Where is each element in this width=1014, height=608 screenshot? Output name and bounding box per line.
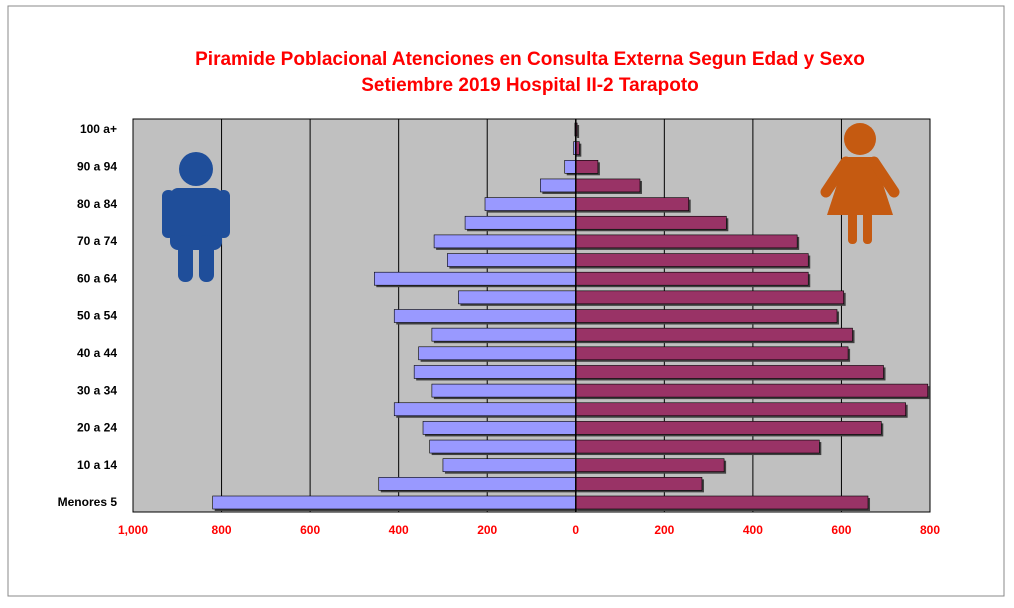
bar — [540, 178, 577, 193]
male-icon — [162, 152, 230, 282]
bar — [575, 383, 929, 398]
bar — [575, 365, 884, 379]
y-tick-label: 40 a 44 — [77, 346, 117, 360]
bar — [575, 215, 727, 230]
x-tick-label: 400 — [389, 523, 409, 537]
x-tick-label: 600 — [300, 523, 320, 537]
bar — [575, 234, 798, 249]
bar — [212, 495, 577, 510]
bar — [422, 421, 577, 435]
bar — [575, 495, 869, 510]
bar — [575, 477, 703, 491]
bar — [433, 234, 577, 249]
x-tick-label: 200 — [654, 523, 674, 537]
bar — [418, 346, 577, 361]
bar — [447, 253, 577, 267]
bar — [575, 421, 882, 435]
bar — [575, 402, 906, 417]
y-tick-label: 30 a 34 — [77, 383, 117, 397]
bar — [575, 197, 689, 211]
bar — [484, 197, 577, 211]
chart-title: Piramide Poblacional Atenciones en Consu… — [195, 49, 865, 70]
bar — [442, 458, 577, 473]
bar — [464, 215, 577, 230]
y-tick-label: 90 a 94 — [77, 159, 117, 173]
y-tick-label: 50 a 54 — [77, 309, 117, 323]
bar — [431, 383, 577, 398]
bar — [458, 290, 577, 305]
x-tick-label: 800 — [920, 523, 940, 537]
bar-shadow — [577, 125, 580, 138]
y-tick-label: 60 a 64 — [77, 271, 117, 285]
bar — [575, 439, 820, 454]
bar — [575, 309, 838, 323]
y-tick-label: 10 a 14 — [77, 458, 117, 472]
bar — [564, 160, 577, 174]
bar — [575, 290, 844, 305]
bar — [575, 178, 641, 193]
x-tick-label: 400 — [743, 523, 763, 537]
bar — [429, 439, 577, 454]
bar — [575, 458, 725, 473]
bar — [413, 365, 577, 379]
bar — [575, 160, 599, 174]
bar — [393, 309, 577, 323]
x-tick-label: 600 — [831, 523, 851, 537]
x-tick-label: 1,000 — [118, 523, 148, 537]
y-tick-label: Menores 5 — [58, 495, 118, 509]
female-icon — [820, 123, 900, 244]
x-tick-label: 200 — [477, 523, 497, 537]
bar — [374, 271, 577, 286]
y-tick-label: 70 a 74 — [77, 234, 117, 248]
x-tick-label: 800 — [212, 523, 232, 537]
bar — [575, 271, 809, 286]
y-tick-label: 20 a 24 — [77, 421, 117, 435]
bar — [575, 253, 809, 267]
bar — [431, 327, 577, 342]
y-tick-label: 100 a+ — [80, 122, 117, 136]
bar — [393, 402, 577, 417]
bar — [575, 346, 849, 361]
chart-title: Setiembre 2019 Hospital II-2 Tarapoto — [361, 75, 699, 96]
bar — [575, 327, 853, 342]
bar — [378, 477, 577, 491]
y-tick-label: 80 a 84 — [77, 197, 117, 211]
x-tick-label: 0 — [572, 523, 579, 537]
